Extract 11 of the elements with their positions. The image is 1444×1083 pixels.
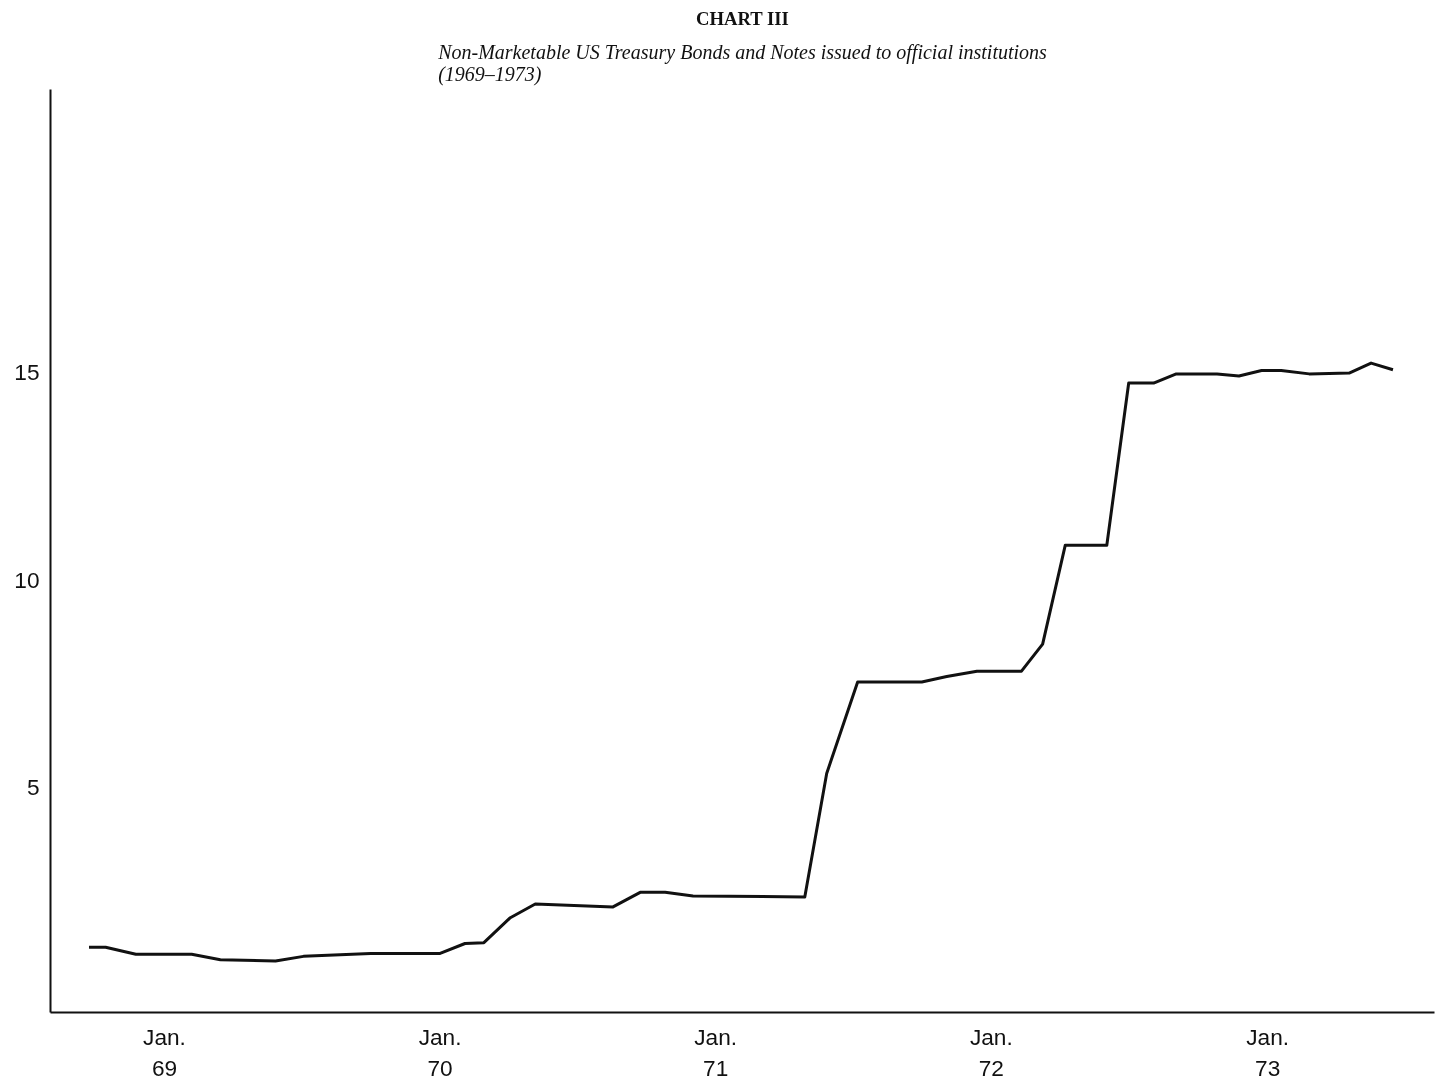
y-tick-label: 10 xyxy=(14,566,40,593)
x-tick-label: Jan. 69 xyxy=(143,1023,186,1081)
y-tick-label: 5 xyxy=(26,774,40,801)
y-tick-label: 15 xyxy=(14,358,40,385)
x-tick-label: Jan. 71 xyxy=(694,1023,738,1081)
x-tick-label: Jan. 72 xyxy=(969,1023,1013,1081)
line-series xyxy=(87,361,1395,963)
chart-title: CHART III xyxy=(695,7,789,29)
x-tick-label: Jan. 73 xyxy=(1246,1023,1290,1081)
chart-subtitle: Non-Marketable US Treasury Bonds and Notes issued to official institutions (1969–1973) xyxy=(437,40,1048,86)
x-tick-label: Jan. 70 xyxy=(418,1023,462,1081)
